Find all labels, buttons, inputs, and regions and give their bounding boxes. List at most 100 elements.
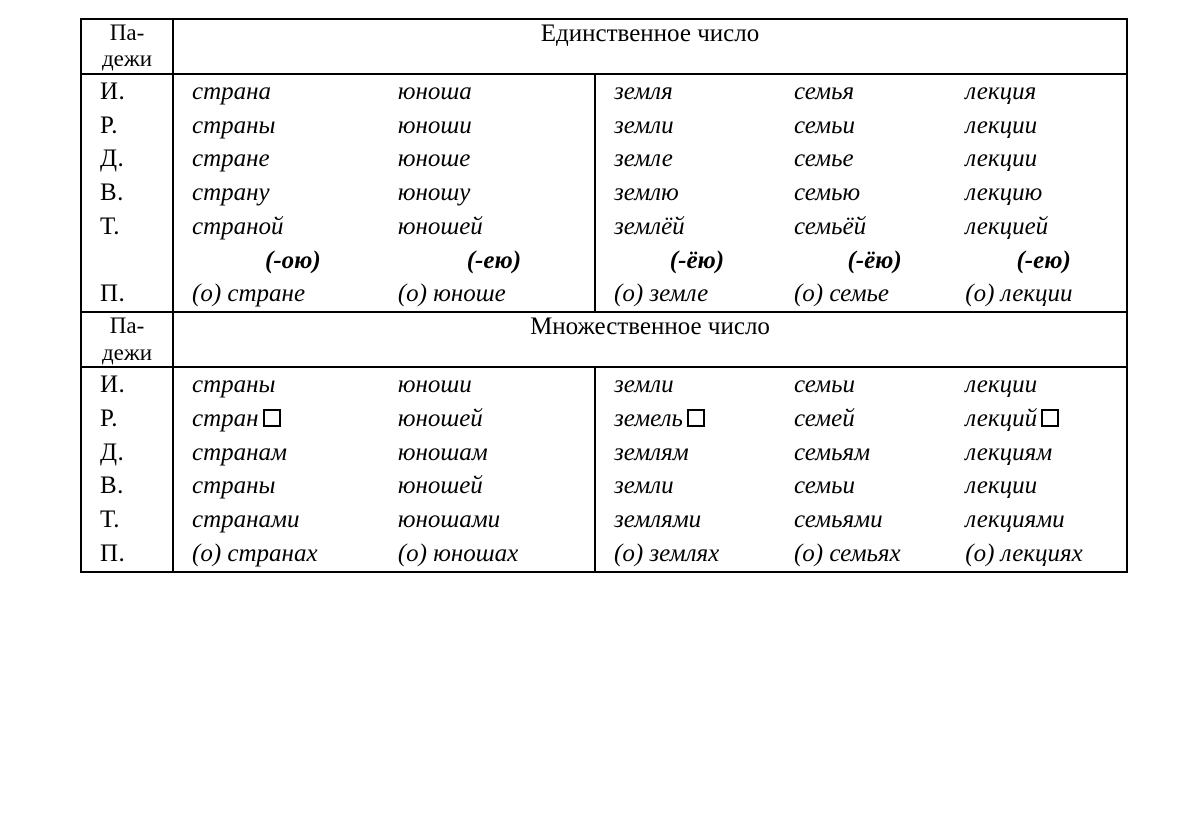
word-form: семью [794,176,955,210]
word-form: лекцией [965,210,1122,244]
case-header-top: Па- [82,20,172,46]
word-form: страны [192,469,394,503]
case-label: Д. [100,436,172,470]
word-column: лекциилекцийлекциямлекциилекциями(о) лек… [959,368,1126,571]
word-form: семьям [794,436,955,470]
word-form: лекциями [965,503,1122,537]
zero-ending-icon [687,409,705,427]
singular-body-row: И.Р.Д.В.Т. П. странастраныстранестрануст… [81,74,1127,312]
case-label: И. [100,368,172,402]
plural-right-block: землиземельземлямземлиземлями(о) земляхс… [595,367,1127,572]
word-form: юношам [398,436,590,470]
word-form: юношами [398,503,590,537]
word-form: стране [192,142,394,176]
word-form: юноши [398,368,590,402]
case-label: В. [100,469,172,503]
word-form: семья [794,75,955,109]
header-row-plural: Па- дежи Множественное число [81,312,1127,367]
word-form-prep: (о) стране [192,277,394,311]
case-label: П. [100,277,172,311]
alt-ending: (-ею) [965,244,1122,278]
word-form: семей [794,402,955,436]
declension-table: Па- дежи Единственное число И.Р.Д.В.Т. П… [80,18,1128,573]
singular-title: Единственное число [541,20,759,47]
case-label: Д. [100,142,172,176]
word-form: земля [614,75,780,109]
word-form: лекции [965,469,1122,503]
alt-ending: (-ёю) [794,244,955,278]
word-form: землям [614,436,780,470]
case-header-top: Па- [82,313,172,339]
word-form: страна [192,75,394,109]
word-form: юноши [398,109,590,143]
plural-right-cols: землиземельземлямземлиземлями(о) земляхс… [596,368,1126,571]
word-form: страну [192,176,394,210]
word-form: семьями [794,503,955,537]
word-column: землиземельземлямземлиземлями(о) землях [596,368,784,571]
word-form: земли [614,109,780,143]
word-form: юноша [398,75,590,109]
word-form: землю [614,176,780,210]
case-label: П. [100,537,172,571]
word-column: юношиюношейюношамюношейюношами(о) юношах [398,368,594,571]
case-label: Т. [100,210,172,244]
plural-left-block: страныстранстранамстраныстранами(о) стра… [173,367,595,572]
word-form: юношей [398,210,590,244]
word-form-prep: (о) лекции [965,277,1122,311]
word-form: земель [614,402,780,436]
word-form: юношу [398,176,590,210]
word-form: странами [192,503,394,537]
word-column: странастраныстранестранустраной(-ою)(о) … [174,75,398,311]
singular-right-cols: земляземлиземлеземлюземлёй (-ёю) (о) земле… [596,75,1126,311]
singular-left-cols: странастраныстранестранустраной(-ою)(о) … [174,75,594,311]
word-form: (о) странах [192,537,394,571]
word-form: лекцию [965,176,1122,210]
word-form: лекция [965,75,1122,109]
word-form: земли [614,469,780,503]
word-form: юноше [398,142,590,176]
word-form: семье [794,142,955,176]
alt-ending: (-ою) [192,244,394,278]
word-form: стран [192,402,394,436]
singular-right-block: земляземлиземлеземлюземлёй (-ёю) (о) земле… [595,74,1127,312]
word-column: юношаюношиюношеюношуюношей(-ею)(о) юноше [398,75,594,311]
word-form: страной [192,210,394,244]
case-label: В. [100,176,172,210]
word-form: лекций [965,402,1122,436]
zero-ending-icon [263,409,281,427]
word-form: лекциям [965,436,1122,470]
alt-ending: (-ею) [398,244,590,278]
page-root: Па- дежи Единственное число И.Р.Д.В.Т. П… [0,18,1200,573]
word-column: семьясемьисемьесемьюсемьёй(-ёю)(о) семье [784,75,959,311]
word-form: (о) лекциях [965,537,1122,571]
word-form: семьи [794,109,955,143]
word-column: лекциялекциилекциилекциюлекцией(-ею)(о) … [959,75,1126,311]
word-form-prep: (о) юноше [398,277,590,311]
word-form: семьёй [794,210,955,244]
case-header-cell-singular: Па- дежи [81,19,173,74]
singular-title-cell: Единственное число [173,19,1127,74]
word-form-prep: (о) земле [614,277,780,311]
word-form: лекции [965,142,1122,176]
word-form: семьи [794,469,955,503]
word-form: страны [192,368,394,402]
case-header-cell-plural: Па- дежи [81,312,173,367]
word-form: (о) юношах [398,537,590,571]
plural-title: Множественное число [530,313,770,340]
word-form: землями [614,503,780,537]
header-row-singular: Па- дежи Единственное число [81,19,1127,74]
zero-ending-icon [1041,409,1059,427]
singular-case-list: И.Р.Д.В.Т. П. [82,75,172,311]
word-form: страны [192,109,394,143]
word-form: странам [192,436,394,470]
case-label [100,244,172,278]
word-form: юношей [398,402,590,436]
word-form: лекции [965,109,1122,143]
case-label: Р. [100,109,172,143]
case-label: И. [100,75,172,109]
word-form: земле [614,142,780,176]
word-column: страныстранстранамстраныстранами(о) стра… [174,368,398,571]
word-form: землёй [614,210,780,244]
word-form: лекции [965,368,1122,402]
plural-body-row: И.Р.Д.В.Т.П. страныстранстранамстраныстр… [81,367,1127,572]
